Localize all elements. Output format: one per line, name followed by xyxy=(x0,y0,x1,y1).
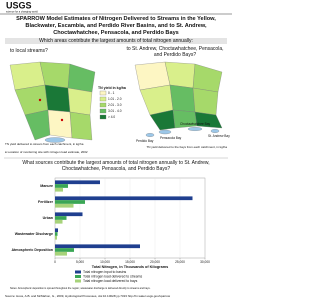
y-tick-label: Atmospheric Deposition xyxy=(11,248,53,252)
map-legend-swatch xyxy=(99,90,107,96)
x-axis-label: Total Nitrogen, in Thousands of Kilogram… xyxy=(92,265,169,269)
catchment xyxy=(192,63,223,93)
y-tick-label: Urban xyxy=(43,216,53,220)
page: {"header": {"logo": "USGS", "tagline": "… xyxy=(0,0,232,300)
catchment xyxy=(192,87,219,116)
catchment xyxy=(44,84,71,113)
map-note-text: Location of monitoring site with nitroge… xyxy=(7,150,88,154)
map-legend-label: 0 - 1 xyxy=(108,91,115,95)
map-legend-swatch xyxy=(99,108,107,114)
bar xyxy=(55,251,67,256)
map-left xyxy=(9,61,96,143)
legend-label: Total nitrogen load delivered to bays xyxy=(83,279,138,283)
map-legend-title: TN yield in kg/ha xyxy=(98,86,126,90)
bay xyxy=(44,137,66,143)
catchment xyxy=(69,111,93,141)
header xyxy=(0,0,232,13)
bay xyxy=(187,127,203,131)
x-tick-label: 25,000 xyxy=(175,260,185,264)
bar xyxy=(55,184,68,188)
map-caption: TN yield delivered to stream from each c… xyxy=(5,142,84,146)
bar xyxy=(55,216,67,220)
map-legend-label: 2.01 - 3.0 xyxy=(108,103,122,107)
catchment xyxy=(139,84,174,116)
map-legend-swatch xyxy=(99,114,107,120)
map-heading: to local streams? xyxy=(10,48,48,54)
legend-label: Total nitrogen input to basins xyxy=(83,270,126,274)
map-caption: TN yield delivered to the bays from each… xyxy=(146,145,227,149)
bay xyxy=(210,129,220,133)
map-heading: to St. Andrew, Choctawhatchee, Pensacola… xyxy=(126,46,224,58)
bay-label: Choctawhatchee Bay xyxy=(180,122,211,126)
bar xyxy=(55,187,63,192)
tagline: science for a changing world xyxy=(6,11,38,14)
bay-label: St. Andrew Bay xyxy=(208,134,230,138)
map-note: ● Location of monitoring site with nitro… xyxy=(5,150,88,154)
bar xyxy=(55,232,58,236)
map-legend-swatch xyxy=(99,96,107,102)
x-tick-label: 0 xyxy=(54,260,56,264)
bay xyxy=(145,133,155,137)
x-tick-label: 15,000 xyxy=(125,260,135,264)
catchment xyxy=(24,109,51,141)
question: Which areas contribute the largest amoun… xyxy=(5,38,227,44)
catchment xyxy=(67,63,96,93)
bar xyxy=(55,244,140,249)
map-legend: 0 - 1 1.01 - 2.0 2.01 - 3.0 3.01 - 4.0 > 4.0 xyxy=(99,90,122,120)
catchment xyxy=(194,111,223,129)
bay-label: Pensacola Bay xyxy=(160,136,182,140)
bar xyxy=(55,248,74,252)
monitoring-site xyxy=(60,118,64,122)
legend-label: Total nitrogen load delivered to streams xyxy=(83,274,142,278)
catchment xyxy=(47,109,73,139)
chart: 0 5,000 10,000 15,000 20,000 25,000 30,000 Tota… xyxy=(11,177,210,283)
bar xyxy=(55,200,85,204)
x-tick-label: 10,000 xyxy=(100,260,110,264)
bar xyxy=(55,212,83,217)
canvas: USGS science for a changing world Pensac… xyxy=(0,0,232,283)
map-legend-label: 3.01 - 4.0 xyxy=(108,109,122,113)
y-tick-label: Wastewater Discharge xyxy=(15,232,53,236)
bay xyxy=(158,129,172,135)
x-tick-label: 5,000 xyxy=(76,260,84,264)
catchment xyxy=(67,87,93,116)
map-legend-label: > 4.0 xyxy=(108,115,115,119)
map-legend-swatch xyxy=(99,102,107,108)
catchment xyxy=(14,84,49,116)
map-legend-label: 1.01 - 2.0 xyxy=(108,97,122,101)
bar xyxy=(55,228,58,233)
y-tick-label: Manure xyxy=(40,184,53,188)
legend-swatch xyxy=(75,275,81,278)
question: What sources contribute the largest amou… xyxy=(22,160,210,172)
bar xyxy=(55,219,63,224)
title: SPARROW Model Estimates of Nitrogen Deli… xyxy=(16,16,216,36)
x-tick-label: 20,000 xyxy=(150,260,160,264)
monitoring-site xyxy=(38,98,42,102)
source: Source: Hoos, A.B. and McMahon, G., 2009… xyxy=(5,294,171,298)
catchment xyxy=(169,84,196,113)
bar xyxy=(55,180,100,185)
x-tick-label: 30,000 xyxy=(200,260,210,264)
bar xyxy=(55,235,57,240)
notes: Notes: Atmospheric deposition is spread … xyxy=(10,287,151,290)
logo: USGS xyxy=(6,0,32,10)
map-right xyxy=(134,61,223,137)
bar xyxy=(55,196,193,201)
bar xyxy=(55,203,74,208)
legend-swatch xyxy=(75,279,81,283)
legend-swatch xyxy=(75,270,81,274)
y-tick-label: Fertilizer xyxy=(38,200,54,204)
bay-label: Perdido Bay xyxy=(136,139,154,143)
